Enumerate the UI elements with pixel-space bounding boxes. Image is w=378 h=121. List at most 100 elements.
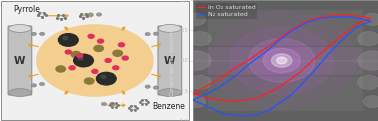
N₂ saturated	[205, 93, 209, 95]
Legend: in O₂ saturated, N₂ saturated: in O₂ saturated, N₂ saturated	[196, 3, 257, 19]
Circle shape	[39, 82, 45, 86]
Circle shape	[59, 34, 78, 46]
in O₂ saturated	[233, 67, 238, 68]
Ellipse shape	[158, 89, 181, 97]
N₂ saturated	[219, 85, 223, 87]
Circle shape	[248, 39, 315, 82]
in O₂ saturated	[276, 87, 280, 88]
Circle shape	[145, 32, 150, 36]
FancyBboxPatch shape	[158, 26, 182, 95]
in O₂ saturated	[233, 101, 238, 102]
Circle shape	[189, 31, 211, 46]
N₂ saturated	[255, 114, 259, 116]
in O₂ saturated	[347, 14, 352, 16]
Circle shape	[101, 102, 107, 106]
Circle shape	[105, 59, 111, 62]
in O₂ saturated	[248, 59, 252, 60]
N₂ saturated	[290, 93, 295, 95]
Line: in O₂ saturated: in O₂ saturated	[193, 15, 371, 102]
Text: Benzene: Benzene	[152, 102, 185, 111]
N₂ saturated	[290, 30, 295, 31]
Circle shape	[92, 69, 98, 73]
in O₂ saturated	[305, 20, 309, 22]
in O₂ saturated	[340, 34, 345, 36]
in O₂ saturated	[255, 97, 259, 99]
in O₂ saturated	[311, 59, 316, 60]
Circle shape	[65, 50, 71, 54]
Circle shape	[187, 96, 206, 108]
N₂ saturated	[361, 19, 366, 20]
Circle shape	[187, 13, 206, 25]
Ellipse shape	[9, 24, 31, 32]
FancyBboxPatch shape	[193, 46, 378, 75]
N₂ saturated	[191, 99, 195, 101]
Circle shape	[230, 27, 333, 94]
N₂ saturated	[354, 26, 359, 28]
Ellipse shape	[9, 89, 31, 97]
Circle shape	[94, 45, 104, 51]
Circle shape	[96, 72, 116, 85]
N₂ saturated	[269, 108, 273, 110]
in O₂ saturated	[191, 93, 195, 95]
Circle shape	[88, 13, 93, 16]
Circle shape	[276, 57, 287, 64]
N₂ saturated	[222, 113, 226, 114]
Circle shape	[271, 54, 292, 67]
in O₂ saturated	[326, 46, 330, 48]
Circle shape	[358, 31, 378, 46]
N₂ saturated	[240, 115, 245, 117]
Circle shape	[98, 39, 104, 43]
Circle shape	[71, 51, 81, 57]
Circle shape	[69, 66, 75, 70]
N₂ saturated	[319, 17, 323, 19]
in O₂ saturated	[205, 85, 209, 87]
N₂ saturated	[333, 16, 338, 18]
N₂ saturated	[233, 75, 238, 76]
Circle shape	[31, 84, 37, 87]
in O₂ saturated	[319, 16, 323, 18]
Circle shape	[118, 43, 124, 47]
in O₂ saturated	[212, 98, 217, 100]
Circle shape	[88, 34, 94, 38]
N₂ saturated	[347, 16, 352, 18]
Circle shape	[363, 96, 378, 108]
FancyBboxPatch shape	[208, 10, 363, 111]
FancyBboxPatch shape	[1, 1, 189, 120]
Circle shape	[84, 78, 94, 84]
Text: W: W	[164, 56, 176, 65]
FancyBboxPatch shape	[8, 26, 32, 95]
N₂ saturated	[305, 22, 309, 23]
Circle shape	[113, 50, 122, 56]
in O₂ saturated	[297, 72, 302, 73]
in O₂ saturated	[219, 77, 223, 78]
Circle shape	[358, 51, 378, 70]
Circle shape	[122, 56, 128, 60]
N₂ saturated	[311, 71, 316, 72]
N₂ saturated	[369, 20, 373, 22]
Circle shape	[63, 36, 68, 40]
in O₂ saturated	[361, 16, 366, 18]
Text: W: W	[14, 56, 26, 65]
Circle shape	[153, 32, 159, 35]
Circle shape	[263, 48, 300, 73]
Y-axis label: Current density (mA/cm²): Current density (mA/cm²)	[169, 25, 175, 96]
Circle shape	[77, 54, 83, 58]
Circle shape	[31, 32, 36, 36]
Text: Pyrrole: Pyrrole	[13, 5, 40, 14]
Ellipse shape	[158, 24, 181, 32]
Circle shape	[208, 12, 356, 109]
Line: N₂ saturated: N₂ saturated	[193, 17, 371, 116]
Circle shape	[363, 13, 378, 25]
in O₂ saturated	[369, 17, 373, 19]
N₂ saturated	[276, 40, 280, 42]
Circle shape	[110, 102, 115, 106]
Ellipse shape	[36, 24, 154, 97]
in O₂ saturated	[191, 93, 195, 95]
N₂ saturated	[326, 54, 330, 55]
N₂ saturated	[262, 53, 266, 54]
Circle shape	[358, 75, 378, 90]
Circle shape	[39, 32, 45, 36]
in O₂ saturated	[262, 49, 266, 50]
in O₂ saturated	[333, 14, 338, 16]
Circle shape	[96, 13, 102, 16]
